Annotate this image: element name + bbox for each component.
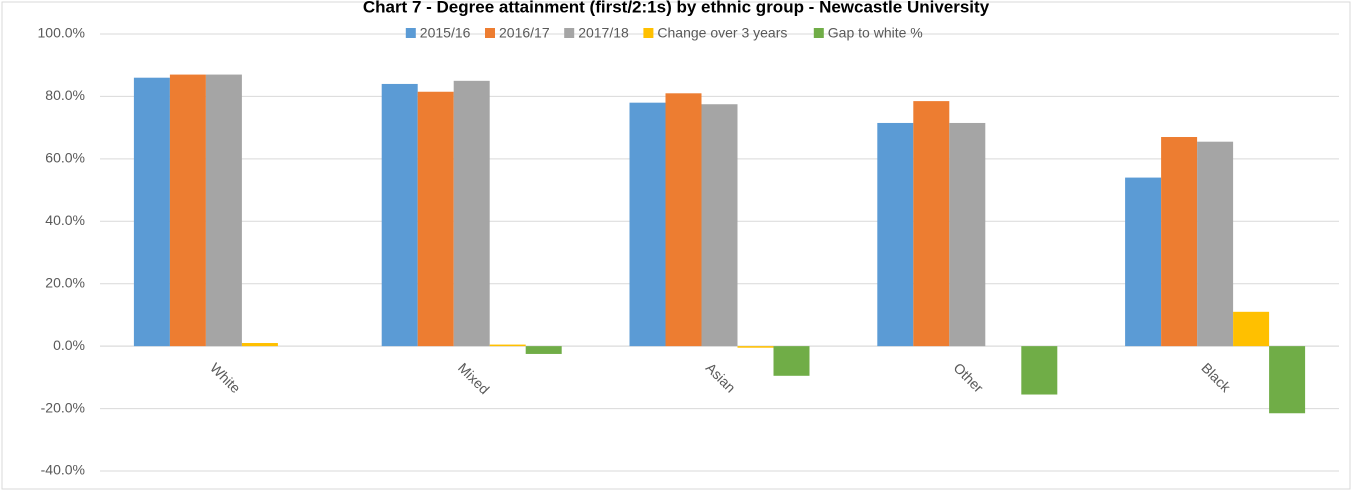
legend-swatch <box>643 28 654 38</box>
bar <box>417 91 454 347</box>
bar <box>241 343 278 347</box>
legend-swatch <box>405 28 416 38</box>
bar <box>701 104 738 347</box>
y-tick-label: 80.0% <box>45 87 85 103</box>
bar <box>525 346 562 354</box>
y-tick-label: 40.0% <box>45 212 85 228</box>
y-tick-label: -20.0% <box>41 399 85 415</box>
bar <box>665 93 702 347</box>
y-tick-label: 20.0% <box>45 274 85 290</box>
y-tick-label: 60.0% <box>45 150 85 166</box>
bar <box>169 74 206 347</box>
legend-label: 2016/17 <box>499 25 550 41</box>
bar <box>877 122 914 347</box>
bar <box>1021 346 1058 395</box>
bar <box>1125 177 1162 347</box>
bar <box>205 74 242 347</box>
legend-label: 2017/18 <box>578 25 629 41</box>
y-tick-label: 0.0% <box>53 337 85 353</box>
x-tick-label: Mixed <box>455 360 493 398</box>
x-tick-label: Other <box>951 360 987 396</box>
bar <box>381 83 418 347</box>
bar <box>629 102 666 347</box>
bar <box>737 346 774 348</box>
legend-swatch <box>485 28 495 38</box>
y-tick-label: 100.0% <box>38 25 85 41</box>
x-tick-label: Asian <box>703 360 739 396</box>
bar <box>773 346 810 376</box>
chart-title: Chart 7 - Degree attainment (first/2:1s)… <box>363 0 990 16</box>
bar <box>133 77 170 347</box>
bar <box>913 101 950 347</box>
bar <box>1197 141 1234 347</box>
x-tick-label: Black <box>1198 360 1234 396</box>
bar <box>453 80 490 347</box>
legend-swatch <box>564 28 575 38</box>
bar <box>949 122 986 347</box>
bar <box>1269 346 1306 414</box>
bar <box>489 344 526 347</box>
x-tick-label: White <box>207 360 244 397</box>
y-tick-label: -40.0% <box>41 462 85 478</box>
bar <box>1233 311 1270 347</box>
legend-swatch <box>813 28 824 38</box>
legend-label: 2015/16 <box>420 25 471 41</box>
legend-label: Change over 3 years <box>657 25 787 41</box>
legend-label: Gap to white % <box>828 25 923 41</box>
bar <box>1161 137 1198 347</box>
